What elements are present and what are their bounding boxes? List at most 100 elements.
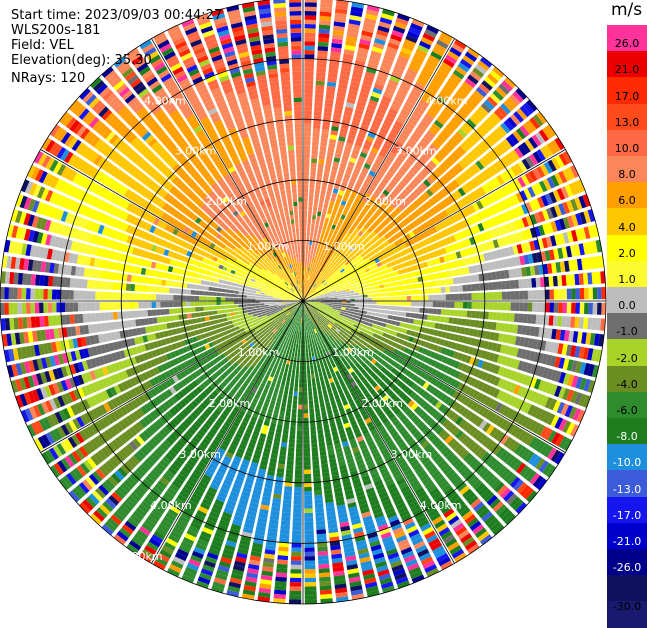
velocity-gate — [341, 307, 346, 309]
velocity-gate — [345, 308, 350, 311]
velocity-gate — [597, 287, 602, 299]
velocity-gate — [307, 335, 309, 339]
velocity-gate — [557, 316, 562, 327]
velocity-gate — [355, 304, 359, 307]
velocity-gate — [345, 291, 350, 294]
velocity-gate — [364, 301, 368, 304]
velocity-gate — [410, 313, 415, 318]
velocity-gate — [304, 431, 309, 435]
velocity-gate — [281, 403, 286, 408]
velocity-gate — [323, 393, 328, 398]
velocity-gate — [308, 206, 312, 211]
velocity-gate — [411, 307, 416, 312]
velocity-gate — [427, 315, 432, 321]
velocity-gate — [301, 349, 303, 353]
velocity-gate — [296, 452, 302, 456]
velocity-gate — [402, 307, 407, 311]
velocity-gate — [440, 280, 445, 286]
velocity-gate — [428, 302, 432, 307]
velocity-gate — [321, 464, 328, 469]
velocity-gate — [385, 297, 389, 301]
velocity-gate — [276, 568, 287, 573]
velocity-gate — [299, 379, 302, 383]
velocity-gate — [297, 335, 299, 339]
velocity-gate — [349, 311, 354, 314]
velocity-gate — [320, 363, 324, 368]
velocity-gate — [313, 465, 320, 470]
velocity-gate — [307, 361, 310, 366]
velocity-gate — [282, 376, 286, 381]
velocity-gate — [305, 20, 316, 25]
velocity-gate — [299, 375, 302, 379]
velocity-gate — [275, 577, 287, 582]
velocity-gate — [387, 278, 392, 282]
velocity-gate — [295, 335, 297, 340]
velocity-gate — [394, 302, 398, 306]
velocity-gate — [319, 446, 326, 451]
velocity-gate — [311, 369, 314, 374]
velocity-gate — [313, 391, 317, 396]
velocity-gate — [501, 281, 506, 289]
velocity-gate — [316, 525, 325, 530]
velocity-gate — [294, 496, 302, 501]
velocity-gate — [519, 291, 524, 300]
velocity-gate — [363, 305, 368, 308]
velocity-gate — [467, 311, 472, 318]
velocity-gate — [310, 361, 313, 366]
velocity-gate — [311, 250, 314, 255]
velocity-gate — [319, 572, 330, 577]
velocity-gate — [311, 348, 314, 353]
velocity-gate — [303, 227, 306, 231]
velocity-gate — [359, 298, 363, 300]
velocity-gate — [296, 439, 302, 443]
velocity-gate — [588, 288, 593, 300]
velocity-gate — [284, 368, 288, 373]
velocity-gate — [295, 379, 299, 384]
velocity-gate — [316, 72, 325, 77]
velocity-gate — [497, 312, 502, 320]
velocity-gate — [287, 373, 291, 378]
velocity-gate — [307, 223, 310, 228]
velocity-gate — [489, 292, 494, 300]
velocity-gate — [304, 279, 305, 283]
velocity-gate — [450, 294, 454, 300]
velocity-gate — [293, 396, 297, 401]
velocity-gate — [291, 560, 302, 565]
velocity-gate — [304, 534, 314, 539]
velocity-gate — [317, 534, 327, 539]
velocity-gate — [303, 219, 306, 223]
velocity-gate — [307, 258, 309, 263]
velocity-gate — [300, 353, 302, 357]
velocity-gate — [514, 313, 519, 322]
velocity-gate — [304, 124, 311, 129]
velocity-gate — [318, 33, 329, 38]
velocity-gate — [295, 474, 302, 479]
velocity-gate — [558, 289, 563, 300]
velocity-gate — [283, 499, 291, 504]
velocity-gate — [351, 299, 355, 301]
velocity-gate — [283, 495, 291, 500]
velocity-gate — [321, 459, 328, 464]
velocity-gate — [396, 316, 401, 321]
velocity-gate — [449, 286, 454, 292]
velocity-gate — [574, 274, 579, 285]
velocity-gate — [363, 295, 368, 298]
velocity-gate — [463, 302, 467, 309]
velocity-gate — [304, 85, 313, 90]
velocity-gate — [309, 245, 312, 250]
velocity-gate — [310, 413, 315, 418]
velocity-gate — [373, 277, 378, 281]
velocity-gate — [341, 292, 346, 294]
velocity-gate — [318, 438, 324, 443]
velocity-gate — [288, 447, 294, 452]
velocity-gate — [446, 294, 450, 300]
velocity-gate — [389, 306, 394, 310]
velocity-gate — [536, 315, 541, 325]
velocity-gate — [304, 517, 313, 522]
velocity-gate — [304, 470, 311, 475]
velocity-gate — [304, 491, 312, 496]
velocity-gate — [278, 464, 285, 469]
velocity-gate — [295, 352, 298, 357]
velocity-gate — [329, 296, 333, 298]
velocity-gate — [597, 303, 602, 315]
